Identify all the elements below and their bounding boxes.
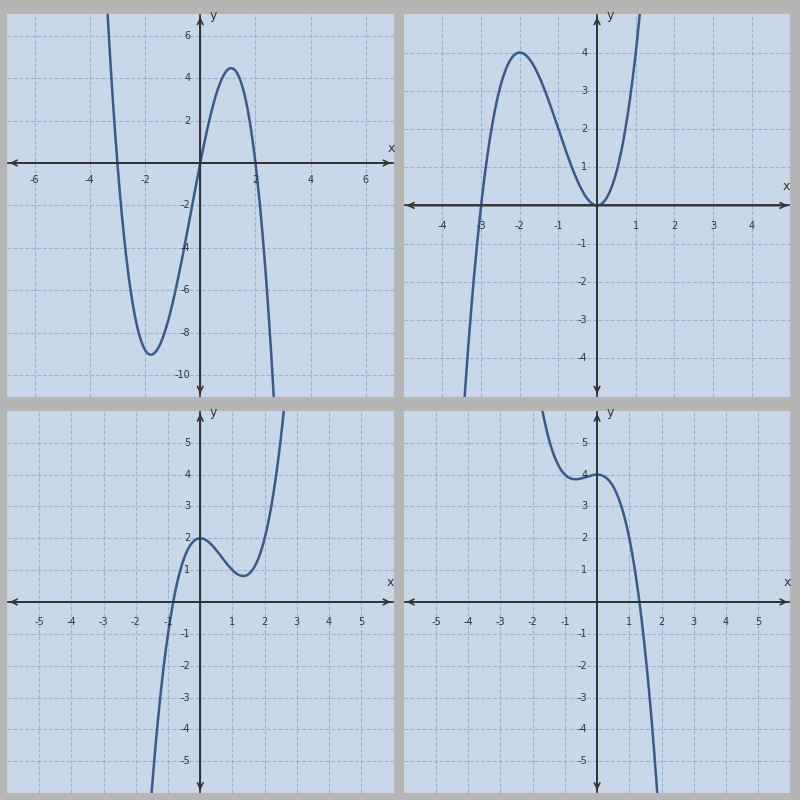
Text: 3: 3 xyxy=(582,86,587,96)
Text: -3: -3 xyxy=(496,618,506,627)
Text: -4: -4 xyxy=(578,354,587,363)
Text: 3: 3 xyxy=(185,502,190,511)
Text: 5: 5 xyxy=(581,438,587,448)
Text: -2: -2 xyxy=(140,175,150,185)
Text: -3: -3 xyxy=(578,315,587,325)
Text: -4: -4 xyxy=(181,243,190,253)
Text: -1: -1 xyxy=(554,221,563,230)
Text: 3: 3 xyxy=(582,502,587,511)
Text: 1: 1 xyxy=(582,162,587,172)
Text: y: y xyxy=(607,9,614,22)
Text: 5: 5 xyxy=(184,438,190,448)
Text: 2: 2 xyxy=(581,124,587,134)
Text: -2: -2 xyxy=(578,661,587,670)
Text: 5: 5 xyxy=(358,618,365,627)
Text: y: y xyxy=(210,9,218,22)
Text: 4: 4 xyxy=(582,47,587,58)
Text: 4: 4 xyxy=(749,221,754,230)
Text: -3: -3 xyxy=(476,221,486,230)
Text: -4: -4 xyxy=(578,724,587,734)
Text: -8: -8 xyxy=(181,328,190,338)
Text: 1: 1 xyxy=(185,565,190,575)
Text: -1: -1 xyxy=(163,618,173,627)
Text: x: x xyxy=(388,142,395,154)
Text: 2: 2 xyxy=(581,534,587,543)
Text: 3: 3 xyxy=(710,221,716,230)
Text: -4: -4 xyxy=(66,618,76,627)
Text: -6: -6 xyxy=(30,175,39,185)
Text: 6: 6 xyxy=(185,30,190,41)
Text: -4: -4 xyxy=(181,724,190,734)
Text: -2: -2 xyxy=(578,277,587,287)
Text: x: x xyxy=(784,576,791,590)
Text: -2: -2 xyxy=(181,201,190,210)
Text: -5: -5 xyxy=(34,618,44,627)
Text: 2: 2 xyxy=(184,115,190,126)
Text: -4: -4 xyxy=(438,221,447,230)
Text: x: x xyxy=(782,180,790,193)
Text: y: y xyxy=(210,406,218,418)
Text: -4: -4 xyxy=(463,618,473,627)
Text: 4: 4 xyxy=(582,470,587,479)
Text: 5: 5 xyxy=(755,618,762,627)
Text: -2: -2 xyxy=(528,618,538,627)
Text: 6: 6 xyxy=(363,175,369,185)
Text: 4: 4 xyxy=(185,73,190,83)
Text: 2: 2 xyxy=(262,618,268,627)
Text: -1: -1 xyxy=(560,618,570,627)
Text: 1: 1 xyxy=(626,618,632,627)
Text: -4: -4 xyxy=(85,175,94,185)
Text: -1: -1 xyxy=(578,238,587,249)
Text: y: y xyxy=(607,406,614,418)
Text: 4: 4 xyxy=(723,618,729,627)
Text: -1: -1 xyxy=(181,629,190,639)
Text: -3: -3 xyxy=(98,618,108,627)
Text: 2: 2 xyxy=(184,534,190,543)
Text: -6: -6 xyxy=(181,286,190,295)
Text: 1: 1 xyxy=(633,221,639,230)
Text: 4: 4 xyxy=(308,175,314,185)
Text: -5: -5 xyxy=(578,756,587,766)
Text: -5: -5 xyxy=(431,618,441,627)
Text: 2: 2 xyxy=(252,175,258,185)
Text: -1: -1 xyxy=(578,629,587,639)
Text: -3: -3 xyxy=(578,693,587,702)
Text: -2: -2 xyxy=(181,661,190,670)
Text: 3: 3 xyxy=(294,618,300,627)
Text: 1: 1 xyxy=(582,565,587,575)
Text: 2: 2 xyxy=(671,221,678,230)
Text: 4: 4 xyxy=(185,470,190,479)
Text: 3: 3 xyxy=(690,618,697,627)
Text: 2: 2 xyxy=(658,618,665,627)
Text: x: x xyxy=(387,576,394,590)
Text: -2: -2 xyxy=(515,221,525,230)
Text: -5: -5 xyxy=(181,756,190,766)
Text: -2: -2 xyxy=(131,618,141,627)
Text: 4: 4 xyxy=(326,618,332,627)
Text: 1: 1 xyxy=(230,618,235,627)
Text: -3: -3 xyxy=(181,693,190,702)
Text: -10: -10 xyxy=(175,370,190,380)
